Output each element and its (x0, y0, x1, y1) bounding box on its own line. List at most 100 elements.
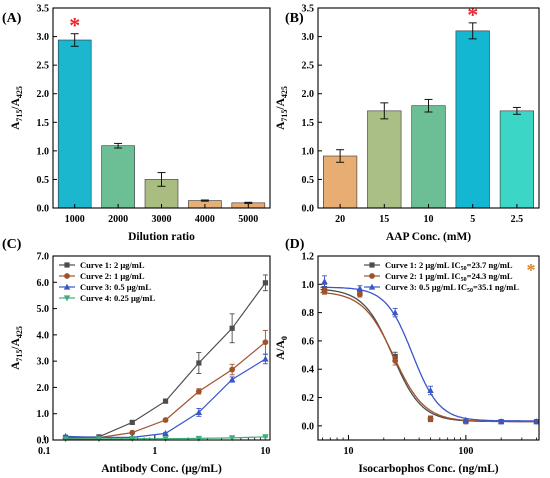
x-tick-label: 10 (424, 214, 434, 225)
legend-label: Curve 1: 2 μg/mL IC (385, 260, 461, 270)
x-tick-label: 5 (470, 214, 475, 225)
y-axis-label: A/A0 (275, 336, 289, 360)
y-axis-label-sub2: 425 (15, 86, 24, 98)
y-tick-label: 2.5 (302, 61, 315, 72)
plot-frame (52, 255, 271, 441)
marker-square (162, 398, 169, 404)
marker-triangle-up (427, 387, 434, 394)
marker-square (196, 360, 202, 366)
fit-curve (320, 286, 537, 422)
y-axis-label-mid: /A (10, 337, 22, 350)
y-axis-label-main: A (10, 121, 22, 130)
y-tick-label: 2.0 (37, 383, 50, 394)
y-tick-label: 2.0 (37, 89, 50, 100)
marker-triangle-up (356, 285, 364, 292)
x-tick-label: 20 (335, 214, 345, 225)
marker-circle (162, 417, 169, 423)
legend-label: Curve 1: 2 μg/mL (80, 260, 145, 270)
marker-triangle-up (497, 418, 505, 425)
y-axis-label-mid: /A (275, 97, 287, 110)
bar (499, 110, 534, 209)
marker-triangle-up (262, 355, 269, 362)
y-axis-label-sub: 715 (15, 110, 24, 122)
y-tick-label: 2.0 (302, 89, 315, 100)
y-axis-label: A715/A425 (275, 86, 289, 130)
x-tick-label: 2.5 (511, 214, 524, 225)
x-tick-label: 10 (343, 446, 353, 457)
y-axis-label-main: A (275, 121, 287, 130)
y-tick-label: 1.0 (302, 146, 315, 157)
legend-label: Curve 2: 1 μg/mL IC (385, 271, 461, 281)
x-tick-label: 0.1 (38, 446, 51, 457)
y-tick-label: 2.5 (37, 61, 50, 72)
x-tick-label: 2000 (108, 214, 128, 225)
marker-circle (369, 273, 375, 279)
x-tick-label: 5000 (238, 214, 258, 225)
marker-triangle-up (462, 416, 470, 423)
marker-circle (427, 415, 434, 422)
legend-label: Curve 3: 0.5 μg/mL (80, 282, 151, 292)
fit-curve (320, 291, 537, 423)
marker-triangle-down (95, 436, 103, 443)
y-tick-label: 7.0 (37, 252, 50, 263)
marker-circle (262, 339, 269, 346)
y-tick-label: 0.8 (302, 308, 315, 319)
x-tick-label: 10 (260, 446, 270, 457)
marker-square (64, 262, 70, 268)
y-axis-label: A715/A425 (10, 86, 24, 130)
marker-triangle-down (63, 295, 71, 302)
plot-frame (52, 7, 271, 209)
significance-asterisk: * (467, 2, 478, 27)
series-line (65, 282, 266, 438)
panel-label: (D) (285, 237, 305, 252)
y-tick-label: 0.5 (302, 175, 315, 186)
y-tick-label: 5.0 (37, 304, 50, 315)
marker-triangle-up (368, 283, 376, 290)
x-axis-label: Antibody Conc. (μg/mL) (101, 463, 222, 475)
marker-triangle-up (321, 278, 328, 285)
panel-label: (B) (285, 11, 304, 26)
legend-ic-value: =23.7 ng/mL (467, 260, 513, 270)
y-tick-label: 0.5 (37, 175, 50, 186)
marker-triangle-up (228, 376, 236, 383)
marker-triangle-up (533, 418, 540, 425)
marker-triangle-up (195, 409, 203, 415)
y-tick-label: 3.5 (37, 4, 50, 15)
x-tick-label: 100 (458, 446, 473, 457)
panel-label: (A) (2, 11, 22, 26)
y-tick-label: 3.0 (37, 32, 50, 43)
panel-label: (C) (2, 237, 22, 252)
y-axis-label-sub2: 425 (280, 86, 289, 98)
y-tick-label: 3.0 (302, 32, 315, 43)
y-axis-label-main: A/A (275, 339, 287, 360)
legend-label: Curve 4: 0.25 μg/mL (80, 293, 156, 303)
bar (101, 145, 135, 209)
y-tick-label: 0.0 (37, 204, 50, 215)
y-tick-label: 1.0 (37, 409, 50, 420)
y-axis-label-sub: 715 (15, 350, 24, 362)
legend-entry: Curve 1: 2 μg/mL (80, 260, 145, 270)
y-tick-label: 1.2 (302, 252, 315, 263)
bar (57, 39, 92, 209)
y-axis-label-sub: 0 (280, 336, 289, 340)
y-tick-label: 0.4 (302, 365, 315, 376)
legend-entry: Curve 3: 0.5 μg/mL IC50=35.1 ng/mL (385, 282, 519, 294)
marker-square (262, 280, 269, 286)
x-tick-label: 1 (152, 446, 157, 457)
marker-square (129, 419, 135, 425)
marker-triangle-down (228, 435, 236, 442)
series-line (65, 341, 266, 439)
bar (455, 30, 490, 209)
legend-ic-value: =35.1 ng/mL (473, 282, 519, 292)
x-tick-label: 1000 (65, 214, 85, 225)
legend-ic-sub: 50 (461, 266, 467, 272)
y-tick-label: 1.5 (302, 118, 315, 129)
y-tick-label: 0.0 (37, 436, 50, 447)
x-tick-label: 3000 (152, 214, 172, 225)
y-tick-label: 3.5 (302, 4, 315, 15)
bar (367, 110, 402, 209)
marker-triangle-down (62, 436, 69, 443)
plot-frame (317, 7, 540, 209)
x-axis-label: AAP Conc. (mM) (386, 231, 471, 243)
